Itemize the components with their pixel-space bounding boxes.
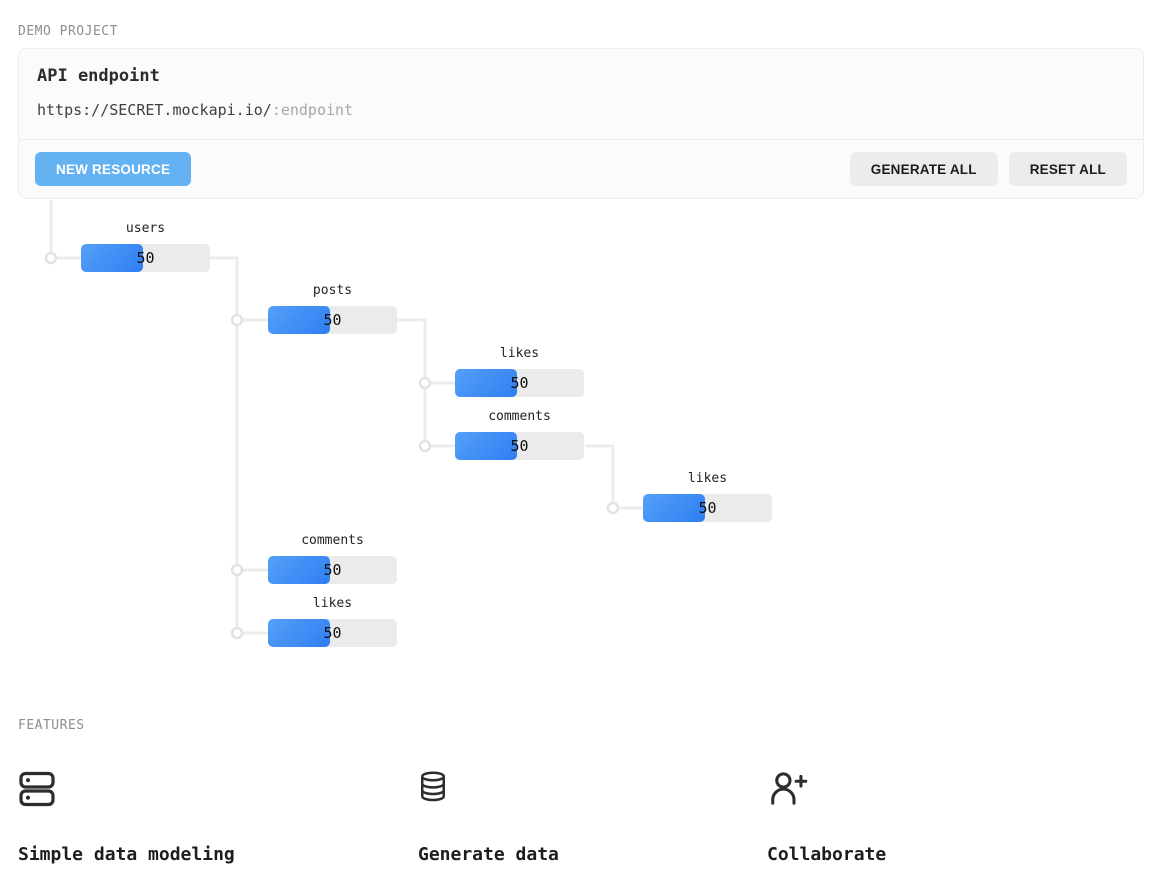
endpoint-card-header: API endpoint https://SECRET.mockapi.io/:… [19,49,1143,140]
tree-connector [397,318,427,446]
generate-all-button[interactable]: GENERATE ALL [849,152,998,186]
tree-connector [585,444,615,508]
new-resource-button[interactable]: NEW RESOURCE [35,152,192,186]
database-icon [418,770,767,808]
card-title: API endpoint [37,66,160,86]
api-endpoint-url-base: https://SECRET.mockapi.io/ [37,101,272,119]
resource-count-bar[interactable]: 50 [81,244,210,272]
node-port [606,501,620,515]
api-endpoint-url: https://SECRET.mockapi.io/:endpoint [37,101,1125,119]
reset-all-button[interactable]: RESET ALL [1008,152,1127,186]
resource-count: 50 [510,437,529,455]
api-endpoint-url-param: :endpoint [271,101,354,119]
feature-title: Simple data modeling [18,844,235,865]
resource-node-likes: likes 50 [455,345,584,397]
resource-name: likes [687,471,728,486]
resource-count: 50 [323,561,342,579]
resource-count-bar[interactable]: 50 [455,369,584,397]
resource-node-posts: posts 50 [268,282,397,334]
resource-count-bar[interactable]: 50 [268,619,397,647]
node-port [418,376,432,390]
card-toolbar: NEW RESOURCE GENERATE ALL RESET ALL [19,140,1143,198]
resource-name: likes [499,346,540,361]
features-section: FEATURES Simple data modeling [18,718,1147,865]
node-port [418,439,432,453]
feature-generate-data: Generate data [418,770,767,865]
node-port [44,251,58,265]
resource-count: 50 [510,374,529,392]
resource-count-fill [268,619,330,647]
resource-count: 50 [323,624,342,642]
resource-node-users: users 50 [81,220,210,272]
resource-name: comments [488,409,551,424]
resource-count-fill [455,432,517,460]
endpoint-card: API endpoint https://SECRET.mockapi.io/:… [18,48,1144,199]
user-plus-icon [767,770,1147,808]
tree-connector [210,256,239,633]
resource-count-fill [81,244,143,272]
resource-name: likes [312,596,353,611]
feature-collaborate: Collaborate [767,770,1147,865]
feature-simple-data-modeling: Simple data modeling [18,770,418,865]
resource-node-comments: comments 50 [455,408,584,460]
feature-title: Generate data [418,844,559,865]
node-port [230,313,244,327]
resource-count-fill [455,369,517,397]
features-grid: Simple data modeling Generate data [18,770,1147,865]
resource-count-fill [643,494,705,522]
resource-count-fill [268,556,330,584]
resource-name: posts [312,283,353,298]
resource-count: 50 [698,499,717,517]
node-port [230,563,244,577]
resource-count-fill [268,306,330,334]
resource-count: 50 [136,249,155,267]
resource-node-likes: likes 50 [643,470,772,522]
resource-count: 50 [323,311,342,329]
resource-node-comments: comments 50 [268,532,397,584]
resource-name: users [125,221,166,236]
server-icon [18,770,418,808]
project-label: DEMO PROJECT [18,24,118,39]
resource-node-likes: likes 50 [268,595,397,647]
resource-tree: users 50 posts 50 likes 50 comments 50 l… [0,200,1165,660]
resource-count-bar[interactable]: 50 [268,556,397,584]
node-port [230,626,244,640]
feature-title: Collaborate [767,844,887,865]
resource-name: comments [301,533,364,548]
resource-count-bar[interactable]: 50 [643,494,772,522]
features-label: FEATURES [18,718,85,733]
resource-count-bar[interactable]: 50 [455,432,584,460]
resource-count-bar[interactable]: 50 [268,306,397,334]
